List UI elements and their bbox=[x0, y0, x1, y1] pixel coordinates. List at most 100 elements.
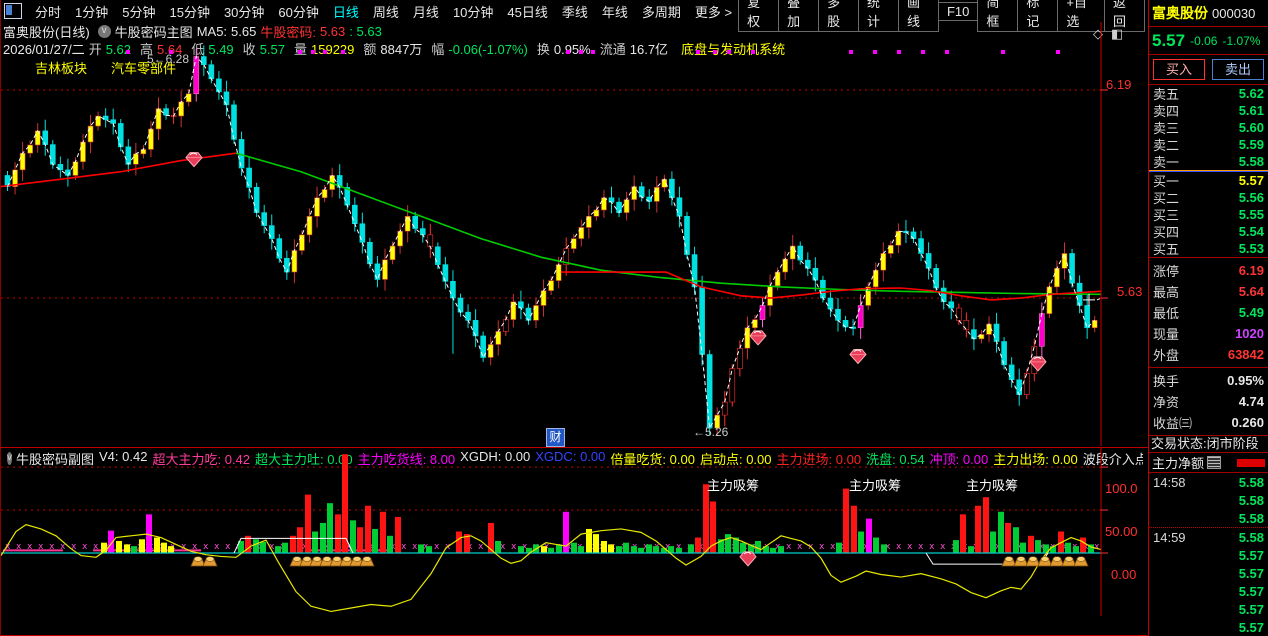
indicator-value: 主力进场: 0.00 bbox=[776, 452, 862, 467]
nm-label: 牛股密码: bbox=[260, 24, 316, 40]
svg-text:x: x bbox=[214, 542, 220, 552]
buy-button[interactable]: 买入 bbox=[1153, 59, 1205, 80]
svg-text:x: x bbox=[16, 542, 22, 552]
indicator-value: 超大主力吃: 0.42 bbox=[152, 452, 251, 467]
indicator-value: V4: 0.42 bbox=[99, 449, 148, 464]
ask-row: 卖二 5.59 bbox=[1153, 137, 1264, 153]
collapse-chevron-icon[interactable]: v bbox=[97, 24, 111, 38]
svg-text:x: x bbox=[819, 542, 825, 552]
period-tab[interactable]: 季线 bbox=[561, 4, 588, 20]
svg-text:x: x bbox=[401, 542, 407, 552]
nm-value: 5.63 bbox=[319, 23, 346, 39]
svg-text:x: x bbox=[1094, 542, 1100, 552]
indicator-value: XGDC: 0.00 bbox=[535, 449, 606, 464]
book-separator bbox=[1149, 170, 1268, 172]
svg-text:x: x bbox=[27, 542, 33, 552]
stat-row: 现量 1020 bbox=[1153, 326, 1264, 342]
indicator-title: 牛股密码主图 bbox=[114, 24, 193, 40]
bid-row: 买二 5.56 bbox=[1153, 190, 1264, 206]
main-chart-canvas[interactable] bbox=[1, 22, 1148, 446]
axis-label-563: 5.63 bbox=[1117, 284, 1143, 299]
sector-tag-1[interactable]: 吉林板块 bbox=[35, 61, 88, 76]
bid-row: 买四 5.54 bbox=[1153, 224, 1264, 240]
svg-text:x: x bbox=[225, 542, 231, 552]
svg-text:x: x bbox=[60, 542, 66, 552]
net-flow-row[interactable]: 主力净额 bbox=[1149, 453, 1268, 473]
trade-status: 交易状态:闭市阶段 bbox=[1149, 436, 1268, 453]
bid-row: 买三 5.55 bbox=[1153, 207, 1264, 223]
period-low-label: ←5.26 bbox=[693, 425, 729, 439]
svg-text:x: x bbox=[82, 542, 88, 552]
last-price: 5.57 bbox=[1152, 30, 1186, 50]
sell-button[interactable]: 卖出 bbox=[1212, 59, 1264, 80]
sub-indicator-title: 牛股密码副图 bbox=[16, 452, 95, 467]
collapse-chevron-icon[interactable]: v bbox=[7, 452, 12, 465]
period-tab[interactable]: 10分钟 bbox=[452, 4, 494, 20]
svg-text:x: x bbox=[522, 542, 528, 552]
period-tab[interactable]: 1分钟 bbox=[75, 4, 109, 20]
period-tab[interactable]: 15分钟 bbox=[169, 4, 210, 20]
toolbar-button[interactable]: 返回 bbox=[1104, 0, 1145, 32]
stat-row: 最低 5.49 bbox=[1153, 305, 1264, 321]
quote-fields: 开 5.62 高 5.64 低 5.49 收 5.57 量 159229 额 8847万幅 -0.06(… bbox=[89, 39, 677, 58]
stats-block-2: 换手 0.95% 净资 4.74 收益㈢ 0.260 bbox=[1149, 368, 1268, 436]
svg-text:x: x bbox=[181, 542, 187, 552]
quote-field: 开 5.62 bbox=[88, 42, 132, 57]
period-tab[interactable]: 日线 bbox=[332, 4, 359, 20]
ma5-label: MA5: bbox=[196, 23, 228, 39]
ma5-value: 5.65 bbox=[231, 23, 257, 39]
tick-row: 5.57 bbox=[1238, 547, 1264, 563]
period-tab[interactable]: 月线 bbox=[412, 4, 439, 20]
sub-chart[interactable]: v 牛股密码副图 V4: 0.42 超大主力吃: 0.42 超大主力吐: 0.00 主… bbox=[1, 447, 1148, 636]
quote-panel-title: 富奥股份 000030 bbox=[1149, 0, 1268, 27]
main-indicator-header: 富奥股份(日线) v 牛股密码主图 MA5: 5.65 牛股密码: 5.63 :… bbox=[3, 22, 386, 40]
period-high-label: 5←6.28 bbox=[147, 52, 190, 66]
svg-text:x: x bbox=[93, 542, 99, 552]
stock-title: 富奥股份(日线) bbox=[3, 24, 90, 40]
stats-block-1: 涨停 6.19 最高 5.64 最低 5.49 现量 1020 外盘 63842 bbox=[1149, 258, 1268, 368]
quote-field: 流通 16.7亿 bbox=[599, 42, 669, 57]
period-tab[interactable]: 多周期 bbox=[641, 4, 681, 20]
period-tab[interactable]: 60分钟 bbox=[278, 4, 319, 20]
period-tabs: 分时 1分钟 5分钟 15分钟 30分钟 60分钟 日线 周线 月线 10分钟 45日线 季线 年线 多周… bbox=[28, 2, 739, 21]
list-icon bbox=[1207, 456, 1222, 469]
period-tab[interactable]: 周线 bbox=[372, 4, 399, 20]
svg-text:x: x bbox=[830, 542, 836, 552]
bid-row: 买五 5.53 bbox=[1153, 241, 1264, 257]
period-tab[interactable]: 分时 bbox=[35, 4, 62, 20]
svg-text:x: x bbox=[434, 542, 440, 552]
diamond-icon[interactable]: ◇ bbox=[1093, 26, 1111, 41]
trade-buttons: 买入 卖出 bbox=[1149, 55, 1268, 85]
sub-axis-100: 100.0 bbox=[1105, 481, 1138, 496]
period-tab[interactable]: 45日线 bbox=[507, 4, 548, 20]
chart-area: 富奥股份(日线) v 牛股密码主图 MA5: 5.65 牛股密码: 5.63 :… bbox=[0, 0, 1148, 636]
svg-text:x: x bbox=[71, 542, 77, 552]
svg-text:x: x bbox=[346, 542, 352, 552]
split-window-icon[interactable]: ◧ bbox=[1111, 26, 1132, 41]
sector-tag-2[interactable]: 汽车零部件 bbox=[111, 61, 177, 76]
main-chart[interactable]: 吉林板块 汽车零部件 5←6.28 ←5.26 财 6.19 5.63 bbox=[1, 22, 1148, 447]
stat-row: 外盘 63842 bbox=[1153, 347, 1264, 363]
indicator-value: XGDH: 0.00 bbox=[460, 449, 531, 464]
indicator-value: 主力吃货线: 8.00 bbox=[357, 452, 456, 467]
bid-row: 买一 5.57 bbox=[1153, 173, 1264, 189]
sub-axis-0: 0.00 bbox=[1111, 567, 1137, 582]
period-tab[interactable]: 5分钟 bbox=[122, 4, 156, 20]
tick-row: 14:58 5.58 bbox=[1153, 474, 1264, 490]
window-icon[interactable] bbox=[4, 3, 22, 19]
svg-text:x: x bbox=[269, 542, 275, 552]
period-tab[interactable]: 30分钟 bbox=[223, 4, 265, 20]
svg-text:x: x bbox=[500, 542, 506, 552]
indicator-value: 启动点: 0.00 bbox=[699, 452, 772, 467]
period-tab[interactable]: 年线 bbox=[601, 4, 628, 20]
svg-text:x: x bbox=[885, 542, 891, 552]
tick-row: 5.58 bbox=[1238, 510, 1264, 526]
stock-code: 000030 bbox=[1212, 5, 1256, 21]
period-tab[interactable]: 更多 > bbox=[694, 4, 733, 20]
stat-row: 收益㈢ 0.260 bbox=[1153, 415, 1264, 431]
svg-text:x: x bbox=[929, 542, 935, 552]
sub-indicator-header: v 牛股密码副图 V4: 0.42 超大主力吃: 0.42 超大主力吐: 0.00 主… bbox=[3, 449, 1143, 468]
indicator-value: 倍量吃货: 0.00 bbox=[610, 452, 695, 467]
